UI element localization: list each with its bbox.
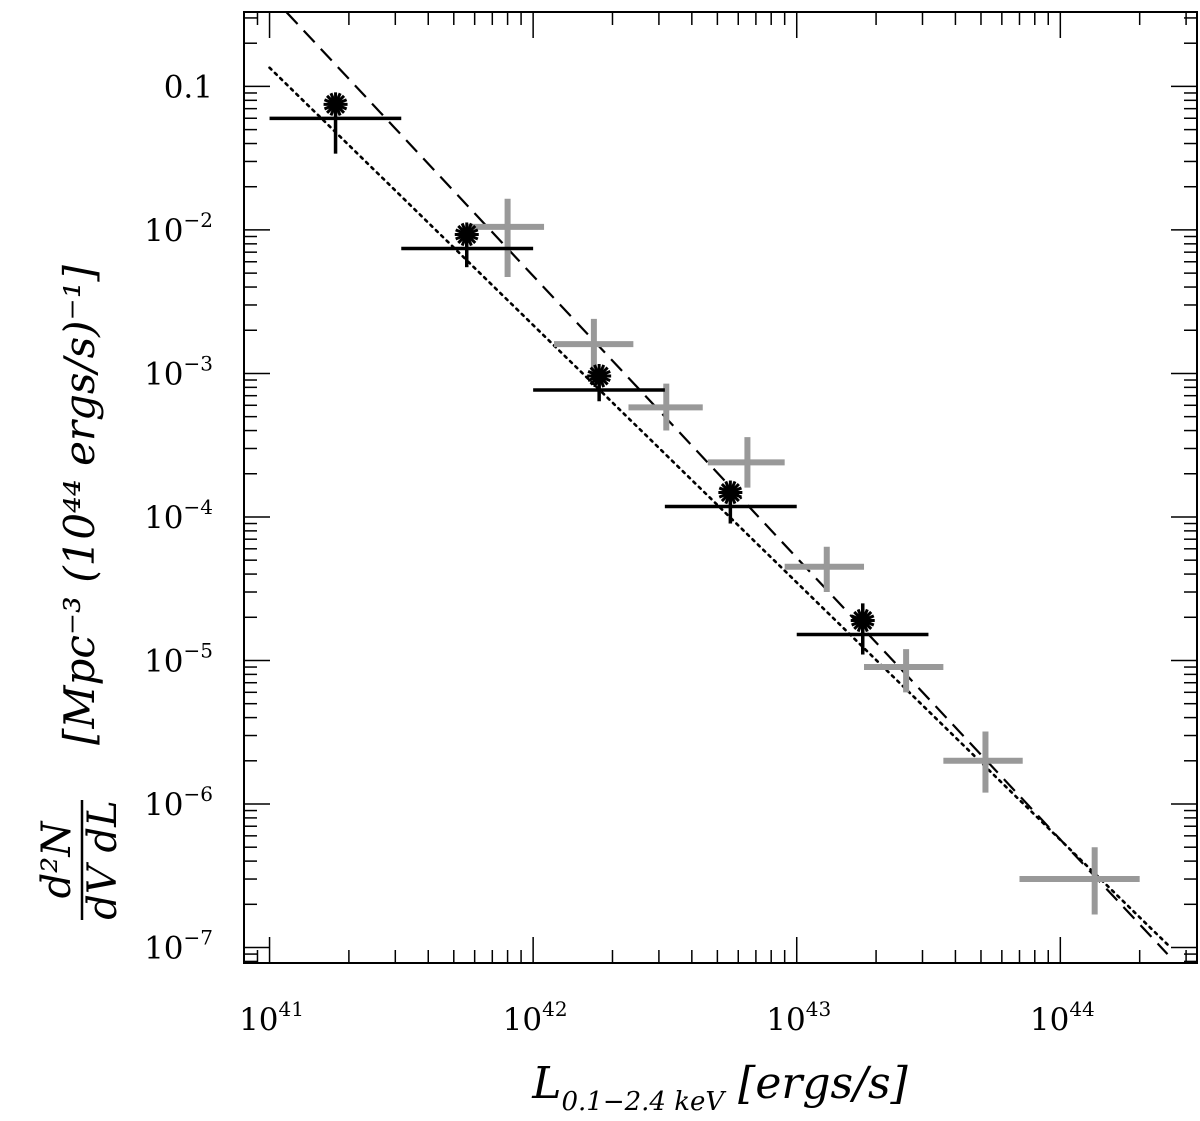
x-tick-label-base: 10	[239, 1002, 278, 1038]
y-tick-label-exponent: −6	[184, 782, 213, 806]
y-tick-label-exponent: −7	[184, 926, 213, 950]
x-tick-label-exponent: 41	[279, 997, 304, 1021]
x-tick-label-base: 10	[1030, 1002, 1069, 1038]
y-tick-label: 10−2	[144, 208, 213, 249]
fit-lines-layer	[268, 12, 1169, 955]
gray-data-point	[864, 649, 944, 693]
gray-data-point	[784, 546, 865, 593]
x-tick-label-exponent: 44	[1069, 997, 1094, 1021]
tick-labels-layer: 1041 1042 1043 10440.110−210−310−410−510−61…	[144, 69, 1095, 1038]
x-tick-label: 1044	[1030, 997, 1095, 1038]
y-tick-label-exponent: −2	[184, 208, 213, 232]
black-data-point	[401, 222, 534, 268]
data-points-layer	[269, 92, 1140, 915]
gray-data-point	[943, 731, 1023, 793]
y-tick-label-exponent: −5	[184, 638, 213, 662]
x-tick-label-base: 10	[766, 1002, 805, 1038]
x-tick-label-base: 10	[503, 1002, 542, 1038]
y-tick-label: 10−6	[144, 782, 213, 823]
y-tick-label: 10−7	[144, 926, 213, 967]
gray-data-point	[628, 383, 703, 431]
dashed-fit-line	[284, 12, 1169, 955]
asterisk-marker-center	[723, 485, 738, 500]
black-data-point	[533, 363, 665, 402]
y-tick-label: 10−4	[144, 495, 213, 536]
x-tick-label-exponent: 43	[806, 997, 831, 1021]
y-tick-label-base: 10	[144, 931, 183, 967]
gray-data-point	[1019, 847, 1140, 915]
asterisk-marker-center	[459, 227, 474, 242]
y-tick-label-base: 10	[144, 213, 183, 249]
x-tick-label-exponent: 42	[542, 997, 567, 1021]
y-tick-label-base: 10	[144, 500, 183, 536]
black-data-point	[664, 480, 797, 524]
dotted-fit-line	[268, 66, 1169, 946]
y-tick-label: 10−5	[144, 638, 213, 679]
x-tick-label: 1041	[239, 997, 304, 1038]
plot-frame	[243, 11, 1198, 964]
asterisk-marker-center	[592, 368, 607, 383]
y-axis-label-denominator: dV dL	[80, 800, 126, 919]
asterisk-marker-center	[855, 613, 870, 628]
x-axis-label: L0.1−2.4 keV [ergs/s]	[531, 1058, 908, 1117]
y-axis-label: d²N dV dL [Mpc⁻³ (10⁴⁴ ergs/s)⁻¹]	[34, 264, 126, 920]
x-axis-label-main: L	[531, 1058, 561, 1109]
y-tick-label-base: 10	[144, 643, 183, 679]
black-data-point	[796, 603, 929, 655]
gray-data-point	[466, 198, 545, 277]
y-tick-label-base: 10	[144, 787, 183, 823]
y-tick-label-exponent: −4	[184, 495, 213, 519]
y-axis-label-numerator: d²N	[34, 820, 80, 899]
y-tick-label: 0.1	[164, 69, 213, 105]
y-axis-label-unit: [Mpc⁻³ (10⁴⁴ ergs/s)⁻¹]	[55, 264, 104, 744]
y-tick-label-base: 10	[144, 356, 183, 392]
gray-data-point	[707, 437, 785, 488]
x-tick-label: 1042	[503, 997, 568, 1038]
black-data-point	[269, 92, 402, 154]
y-tick-label-exponent: −3	[184, 351, 213, 375]
asterisk-marker-center	[328, 97, 343, 112]
x-axis-label-sub: 0.1−2.4 keV	[561, 1087, 726, 1117]
axis-ticks-layer	[243, 12, 1197, 963]
x-tick-label: 1043	[766, 997, 831, 1038]
x-axis-label-unit: [ergs/s]	[738, 1058, 908, 1109]
y-tick-label: 10−3	[144, 351, 213, 392]
